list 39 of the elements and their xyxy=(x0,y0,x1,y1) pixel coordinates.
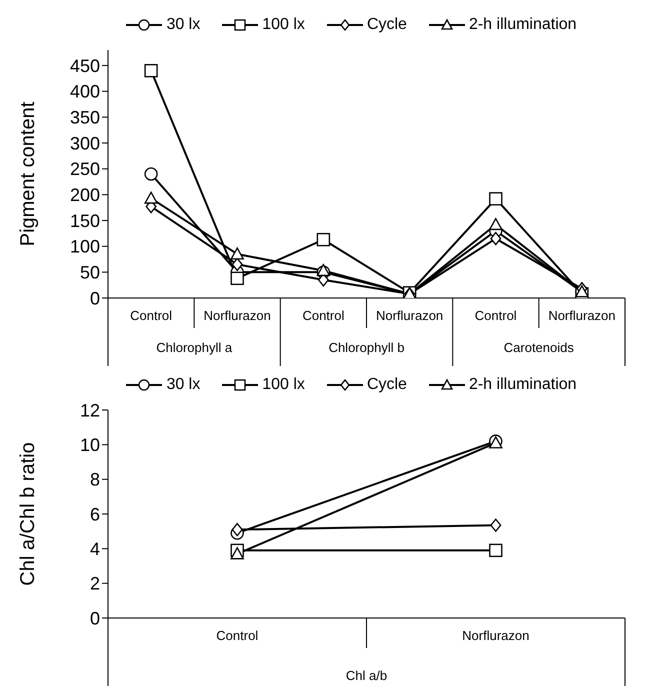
x-axis-title: Chl a/b xyxy=(346,668,388,683)
y-tick-label: 4 xyxy=(90,539,100,560)
y-tick-label: 12 xyxy=(80,400,100,420)
legend-label: 2-h illumination xyxy=(468,16,577,34)
x-tick-label: Control xyxy=(216,628,258,643)
legend-label: 100 lx xyxy=(262,376,305,394)
x-tick-label: Norflurazon xyxy=(462,628,530,643)
y-tick-label: 300 xyxy=(70,133,100,154)
text: Chlorophyll a xyxy=(156,340,233,355)
y-tick-label: 100 xyxy=(70,236,100,257)
x-tick-label: Control xyxy=(130,308,172,323)
x-tick-label: Norflurazon xyxy=(204,308,271,323)
text: Chlorophyll b xyxy=(328,340,404,355)
x-tick-label: Norflurazon xyxy=(548,308,616,323)
legend-label: 30 lx xyxy=(166,16,200,34)
y-tick-label: 6 xyxy=(90,504,100,524)
legend-label: Cycle xyxy=(366,16,407,34)
legend-label: 30 lx xyxy=(166,376,200,394)
text: Carotenoids xyxy=(504,340,574,355)
y-tick-label: 10 xyxy=(80,435,100,456)
y-tick-label: 200 xyxy=(70,185,100,206)
x-tick-label: Norflurazon xyxy=(376,308,444,323)
y-tick-label: 0 xyxy=(90,608,100,628)
y-tick-label: 0 xyxy=(90,288,100,308)
y-tick-label: 8 xyxy=(90,470,100,490)
x-tick-label: Control xyxy=(474,308,517,323)
y-tick-label: 250 xyxy=(70,159,100,180)
legend-label: 2-h illumination xyxy=(468,376,577,394)
y-tick-label: 400 xyxy=(70,82,100,102)
y-tick-label: 150 xyxy=(70,210,100,231)
x-tick-label: Control xyxy=(302,308,344,323)
y-tick-label: 350 xyxy=(70,108,100,128)
y-tick-label: 450 xyxy=(70,56,100,76)
y-tick-label: 50 xyxy=(80,262,100,283)
y-axis-title: Pigment content xyxy=(17,101,39,246)
legend-label: Cycle xyxy=(366,376,407,394)
y-axis-title: Chl a/Chl b ratio xyxy=(17,442,39,586)
y-tick-label: 2 xyxy=(90,574,100,594)
legend-label: 100 lx xyxy=(262,16,305,34)
